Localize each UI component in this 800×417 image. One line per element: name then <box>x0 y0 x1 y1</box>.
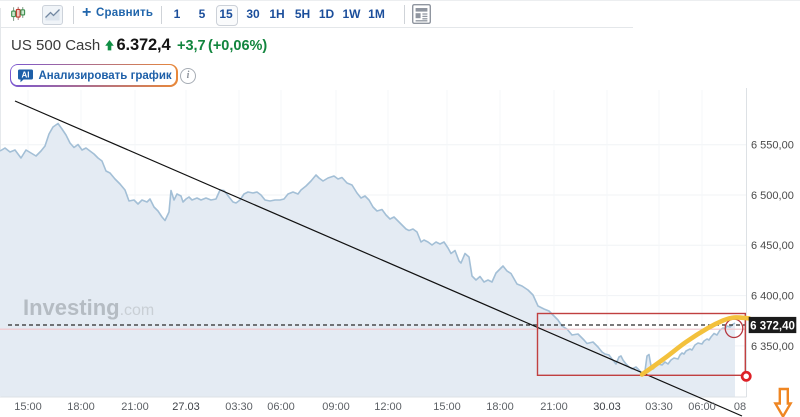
svg-text:09:00: 09:00 <box>322 401 350 413</box>
svg-text:6 350,00: 6 350,00 <box>751 341 794 353</box>
svg-text:6 550,00: 6 550,00 <box>751 140 794 152</box>
svg-text:21:00: 21:00 <box>540 401 568 413</box>
svg-text:AI: AI <box>21 70 29 79</box>
svg-text:08: 08 <box>734 401 746 413</box>
svg-text:6 372,40: 6 372,40 <box>750 320 795 332</box>
svg-text:27.03: 27.03 <box>172 401 200 413</box>
svg-text:03:30: 03:30 <box>645 401 673 413</box>
svg-text:15:00: 15:00 <box>14 401 42 413</box>
svg-text:12:00: 12:00 <box>374 401 402 413</box>
svg-text:03:30: 03:30 <box>225 401 253 413</box>
svg-text:30.03: 30.03 <box>593 401 621 413</box>
svg-text:6 400,00: 6 400,00 <box>751 291 794 303</box>
svg-text:15:00: 15:00 <box>433 401 461 413</box>
svg-text:06:00: 06:00 <box>688 401 716 413</box>
svg-text:18:00: 18:00 <box>67 401 95 413</box>
svg-text:18:00: 18:00 <box>486 401 514 413</box>
svg-text:06:00: 06:00 <box>267 401 295 413</box>
svg-text:6 450,00: 6 450,00 <box>751 240 794 252</box>
svg-text:21:00: 21:00 <box>121 401 149 413</box>
svg-text:6 500,00: 6 500,00 <box>751 190 794 202</box>
